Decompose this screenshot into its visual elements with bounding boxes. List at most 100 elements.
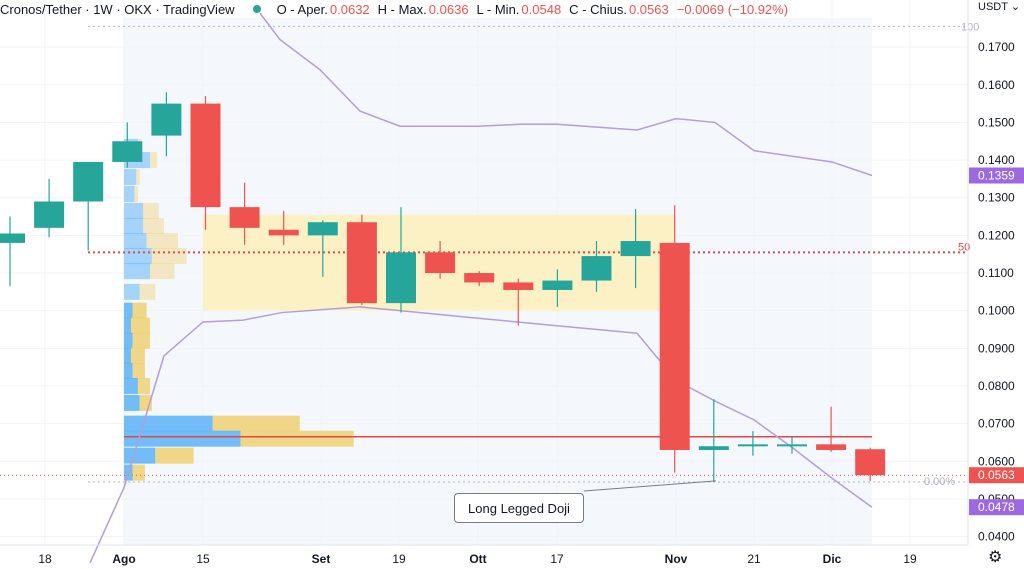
- chevron-down-icon: ⌄: [1010, 1, 1021, 13]
- candle-body: [816, 444, 847, 450]
- price-tick-label: 0.1600: [978, 78, 1015, 92]
- volume-profile-down-bar: [130, 317, 151, 334]
- candle-body: [73, 161, 104, 202]
- chart-header: Cronos/Tether · 1W · OKX · TradingView O…: [0, 0, 796, 18]
- symbol-title[interactable]: Cronos/Tether · 1W · OKX · TradingView: [0, 1, 235, 17]
- volume-profile-down-bar: [240, 430, 354, 447]
- fib-label-50: 50: [958, 241, 970, 253]
- volume-profile-down-bar: [143, 217, 165, 234]
- low-label: L - Min.: [476, 1, 520, 17]
- volume-profile-down-bar: [130, 347, 145, 364]
- candle-body: [307, 222, 338, 236]
- price-tick-label: 0.1500: [978, 115, 1015, 129]
- change-value: −0.0069 (−10.92%): [676, 1, 789, 17]
- open-label: O - Aper.: [276, 1, 328, 17]
- candle-body: [855, 449, 886, 476]
- volume-profile-up-bar: [124, 263, 151, 280]
- time-tick-label: Nov: [665, 552, 688, 566]
- volume-profile-up-bar: [124, 169, 137, 186]
- volume-profile-down-bar: [139, 283, 156, 300]
- volume-profile-up-bar: [124, 185, 135, 202]
- volume-profile-down-bar: [155, 447, 194, 464]
- high-label: H - Max.: [377, 1, 427, 17]
- candle-body: [0, 233, 25, 243]
- candle-body: [777, 444, 807, 447]
- bollinger-lower-line: [89, 306, 873, 564]
- volume-profile-up-bar: [124, 233, 147, 250]
- volume-profile-down-bar: [134, 185, 138, 202]
- volume-profile-up-bar: [124, 415, 213, 432]
- volume-profile-up-bar: [124, 362, 133, 379]
- close-label: C - Chius.: [569, 1, 627, 17]
- candle-body: [542, 280, 573, 290]
- candle-body: [425, 252, 456, 274]
- status-dot: [252, 5, 261, 13]
- volume-profile-up-bar: [124, 347, 131, 364]
- time-tick-label: Ott: [469, 552, 486, 566]
- open-value: 0.0632: [329, 1, 370, 17]
- volume-profile-down-bar: [143, 202, 159, 219]
- volume-profile-up-bar: [124, 377, 138, 394]
- volume-profile-up-bar: [124, 283, 140, 300]
- volume-profile-up-bar: [124, 248, 152, 265]
- price-tick-label: 0.1200: [978, 228, 1015, 242]
- candle-body: [34, 201, 65, 228]
- volume-profile-up-bar: [124, 430, 241, 447]
- volume-profile-down-bar: [150, 263, 175, 280]
- candle-body: [659, 242, 690, 450]
- candle-body: [346, 222, 377, 304]
- high-value: 0.0636: [428, 1, 469, 17]
- volume-profile-down-bar: [151, 248, 187, 265]
- gear-icon[interactable]: ⚙: [988, 549, 1003, 566]
- candle-body: [737, 444, 768, 447]
- candle-body: [268, 229, 299, 236]
- candle-body: [698, 446, 729, 450]
- volume-profile-up-bar: [124, 447, 156, 464]
- annotation-label: Long Legged Doji: [468, 500, 570, 516]
- volume-profile-up-bar: [124, 394, 140, 411]
- fib-label-0: 0.00%: [924, 476, 955, 488]
- annotation-callout[interactable]: Long Legged Doji: [454, 493, 584, 523]
- time-tick-label: 19: [903, 552, 917, 566]
- volume-profile-up-bar: [124, 217, 144, 234]
- volume-profile-down-bar: [132, 362, 145, 379]
- price-tick-label: 0.1700: [978, 40, 1015, 54]
- annotation-pointer: [583, 480, 717, 492]
- low-value: 0.0548: [521, 1, 562, 17]
- time-tick-label: Dic: [823, 552, 842, 566]
- price-badge: [969, 467, 1024, 484]
- price-tick-label: 0.0800: [978, 379, 1015, 393]
- time-tick-label: 21: [747, 552, 761, 566]
- price-badge-label: 0.0563: [978, 468, 1015, 482]
- volume-profile-down-bar: [136, 169, 140, 186]
- time-tick-label: Ago: [112, 552, 135, 566]
- candle-body: [151, 103, 182, 136]
- price-tick-label: 0.0900: [978, 341, 1015, 355]
- candle-body: [386, 252, 416, 304]
- price-tick-label: 0.1100: [978, 266, 1014, 280]
- volume-profile-down-bar: [132, 464, 145, 481]
- candle-body: [464, 273, 495, 283]
- volume-profile-down-bar: [132, 302, 147, 319]
- currency-label: USDT: [978, 1, 1008, 13]
- close-value: 0.0563: [628, 1, 669, 17]
- price-badge-label: 0.0478: [978, 500, 1015, 514]
- currency-selector[interactable]: USDT ⌄: [978, 0, 1020, 13]
- price-tick-label: 0.1300: [978, 191, 1015, 205]
- price-tick-label: 0.0400: [978, 530, 1015, 544]
- time-tick-label: 18: [38, 552, 52, 566]
- volume-profile-up-bar: [124, 302, 133, 319]
- volume-profile-down-bar: [132, 332, 151, 349]
- volume-profile-down-bar: [146, 233, 178, 250]
- price-tick-label: 0.1000: [978, 304, 1015, 318]
- candle-body: [503, 282, 534, 290]
- time-tick-label: 15: [196, 552, 210, 566]
- volume-profile-down-bar: [212, 415, 300, 432]
- time-tick-label: 19: [392, 552, 406, 566]
- price-tick-label: 0.0700: [978, 417, 1015, 431]
- price-tick-label: 0.1400: [978, 153, 1015, 167]
- candle-body: [620, 241, 651, 257]
- volume-profile-up-bar: [124, 317, 131, 334]
